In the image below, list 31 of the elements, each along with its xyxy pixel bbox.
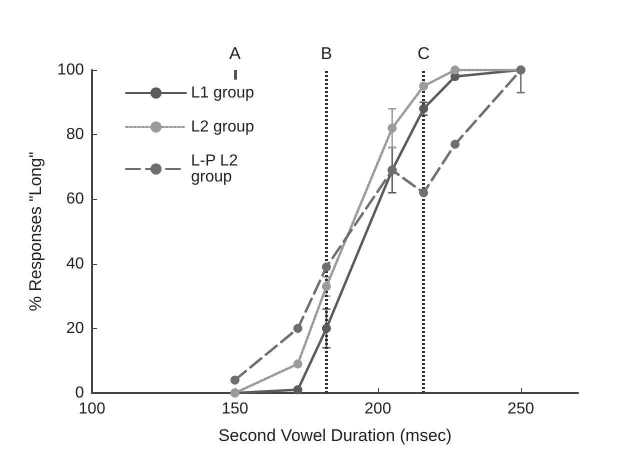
y-tick-label: 60 [66, 190, 84, 208]
point [322, 262, 331, 272]
point [419, 188, 428, 198]
y-axis-title: % Responses "Long" [26, 152, 45, 312]
point [230, 376, 240, 385]
ref-line-label: C [417, 44, 430, 63]
point [450, 66, 460, 74]
ref-line-label: A [229, 44, 242, 63]
y-tick-label: 40 [66, 255, 84, 272]
point [419, 82, 428, 91]
legend-label: L2 group [191, 118, 254, 136]
point [293, 385, 302, 394]
legend-label: L-P L2 group [191, 152, 242, 186]
x-tick-label: 250 [507, 400, 534, 418]
point [293, 324, 302, 333]
y-tick-label: 0 [75, 384, 84, 402]
point [450, 140, 460, 149]
legend-label: L1 group [191, 84, 254, 102]
point [388, 124, 397, 133]
point [293, 359, 302, 368]
x-tick-label: 150 [222, 400, 248, 418]
y-tick-label: 100 [57, 62, 84, 78]
x-axis-title: Second Vowel Duration (msec) [218, 426, 452, 445]
x-tick-label: 200 [364, 400, 392, 418]
x-tick-label: 100 [78, 400, 106, 418]
point [419, 104, 428, 114]
y-tick-label: 80 [66, 126, 84, 144]
ref-line-label: B [320, 44, 332, 63]
y-tick-label: 20 [66, 320, 84, 337]
point [322, 282, 331, 291]
point [322, 324, 331, 333]
